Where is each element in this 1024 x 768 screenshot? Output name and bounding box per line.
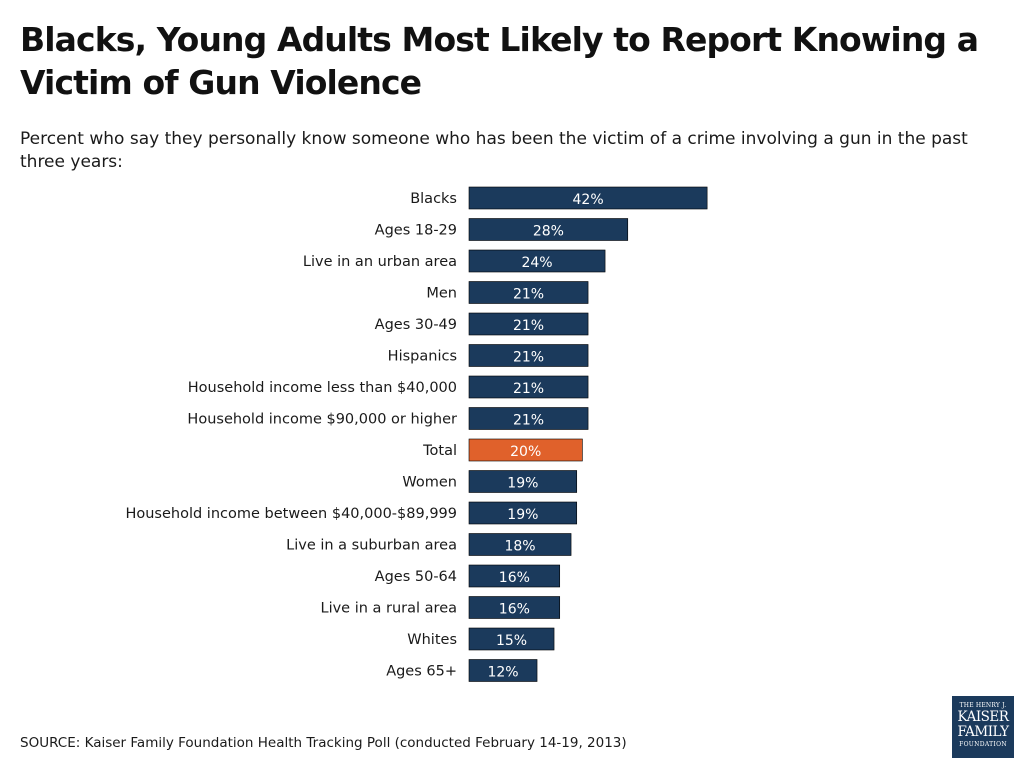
bar-row: Whites 15% xyxy=(407,627,555,651)
category-label: Ages 65+ xyxy=(386,664,457,680)
category-label: Household income between $40,000-$89,999 xyxy=(125,506,457,522)
chart-subtitle: Percent who say they personally know som… xyxy=(20,129,968,172)
data-label: 24% xyxy=(521,255,552,271)
bar-row: Household income $90,000 or higher 21% xyxy=(187,407,589,430)
category-label: Household income $90,000 or higher xyxy=(187,412,457,428)
bar xyxy=(468,186,708,210)
data-label: 12% xyxy=(487,665,518,681)
bar xyxy=(468,375,589,399)
data-label: 16% xyxy=(499,570,530,586)
bar xyxy=(468,470,578,493)
data-label: 21% xyxy=(513,350,544,366)
data-label: 21% xyxy=(513,318,544,334)
category-label: Total xyxy=(422,443,457,459)
category-label: Blacks xyxy=(410,191,457,207)
bar-row: Hispanics 21% xyxy=(388,344,589,367)
bar-row: Live in a suburban area 18% xyxy=(286,533,572,556)
bar-total xyxy=(468,438,583,462)
category-label: Live in a suburban area xyxy=(286,538,457,554)
data-label: 21% xyxy=(513,413,544,429)
bar xyxy=(468,281,589,304)
category-label: Live in an urban area xyxy=(303,254,457,270)
bar xyxy=(468,533,572,556)
data-label: 15% xyxy=(496,633,527,649)
bar-row: Live in a rural area 16% xyxy=(320,596,561,619)
data-label: 19% xyxy=(507,507,538,523)
logo-line-1: THE HENRY J. xyxy=(959,702,1007,709)
bar xyxy=(468,407,589,430)
bar-row: Women 19% xyxy=(402,470,578,493)
logo-line-3: FAMILY xyxy=(957,724,1009,740)
data-label: 20% xyxy=(510,444,541,460)
chart-title: Blacks, Young Adults Most Likely to Repo… xyxy=(20,20,979,102)
data-label: 18% xyxy=(504,539,535,555)
bar xyxy=(468,312,589,336)
bar xyxy=(468,501,578,525)
bar xyxy=(468,218,629,241)
bar-row: Ages 50-64 16% xyxy=(375,564,561,588)
category-label: Ages 50-64 xyxy=(375,569,457,585)
bar-chart: Blacks 42% Ages 18-29 28% Live in an urban a… xyxy=(125,186,708,682)
bar xyxy=(468,627,555,651)
category-label: Hispanics xyxy=(388,349,457,365)
category-label: Live in a rural area xyxy=(320,601,457,617)
bar-row: Household income less than $40,000 21% xyxy=(188,375,589,399)
bar-row: Ages 18-29 28% xyxy=(375,218,629,241)
bar xyxy=(468,659,538,682)
bar xyxy=(468,344,589,367)
data-label: 21% xyxy=(513,381,544,397)
data-label: 21% xyxy=(513,287,544,303)
bar-row: Men 21% xyxy=(426,281,589,304)
bar-row: Household income between $40,000-$89,999… xyxy=(125,501,578,525)
category-label: Women xyxy=(402,475,457,491)
data-label: 42% xyxy=(573,192,604,208)
category-label: Household income less than $40,000 xyxy=(188,380,457,396)
bar-row: Live in an urban area 24% xyxy=(303,249,606,273)
category-label: Men xyxy=(426,286,457,302)
bar-row: Total 20% xyxy=(422,438,583,462)
bar-row: Ages 65+ 12% xyxy=(386,659,538,682)
source-note: SOURCE: Kaiser Family Foundation Health … xyxy=(20,735,627,751)
bar-row: Blacks 42% xyxy=(410,186,708,210)
category-label: Ages 18-29 xyxy=(375,223,457,239)
bar-row: Ages 30-49 21% xyxy=(375,312,589,336)
logo-line-2: KAISER xyxy=(957,709,1009,725)
logo-line-4: FOUNDATION xyxy=(959,741,1007,748)
data-label: 19% xyxy=(507,476,538,492)
data-label: 28% xyxy=(533,224,564,240)
category-label: Whites xyxy=(407,632,457,648)
bar xyxy=(468,564,561,588)
category-label: Ages 30-49 xyxy=(375,317,457,333)
data-label: 16% xyxy=(499,602,530,618)
bar xyxy=(468,596,561,619)
kaiser-family-foundation-logo: THE HENRY J. KAISER FAMILY FOUNDATION xyxy=(952,696,1014,758)
bar xyxy=(468,249,606,273)
